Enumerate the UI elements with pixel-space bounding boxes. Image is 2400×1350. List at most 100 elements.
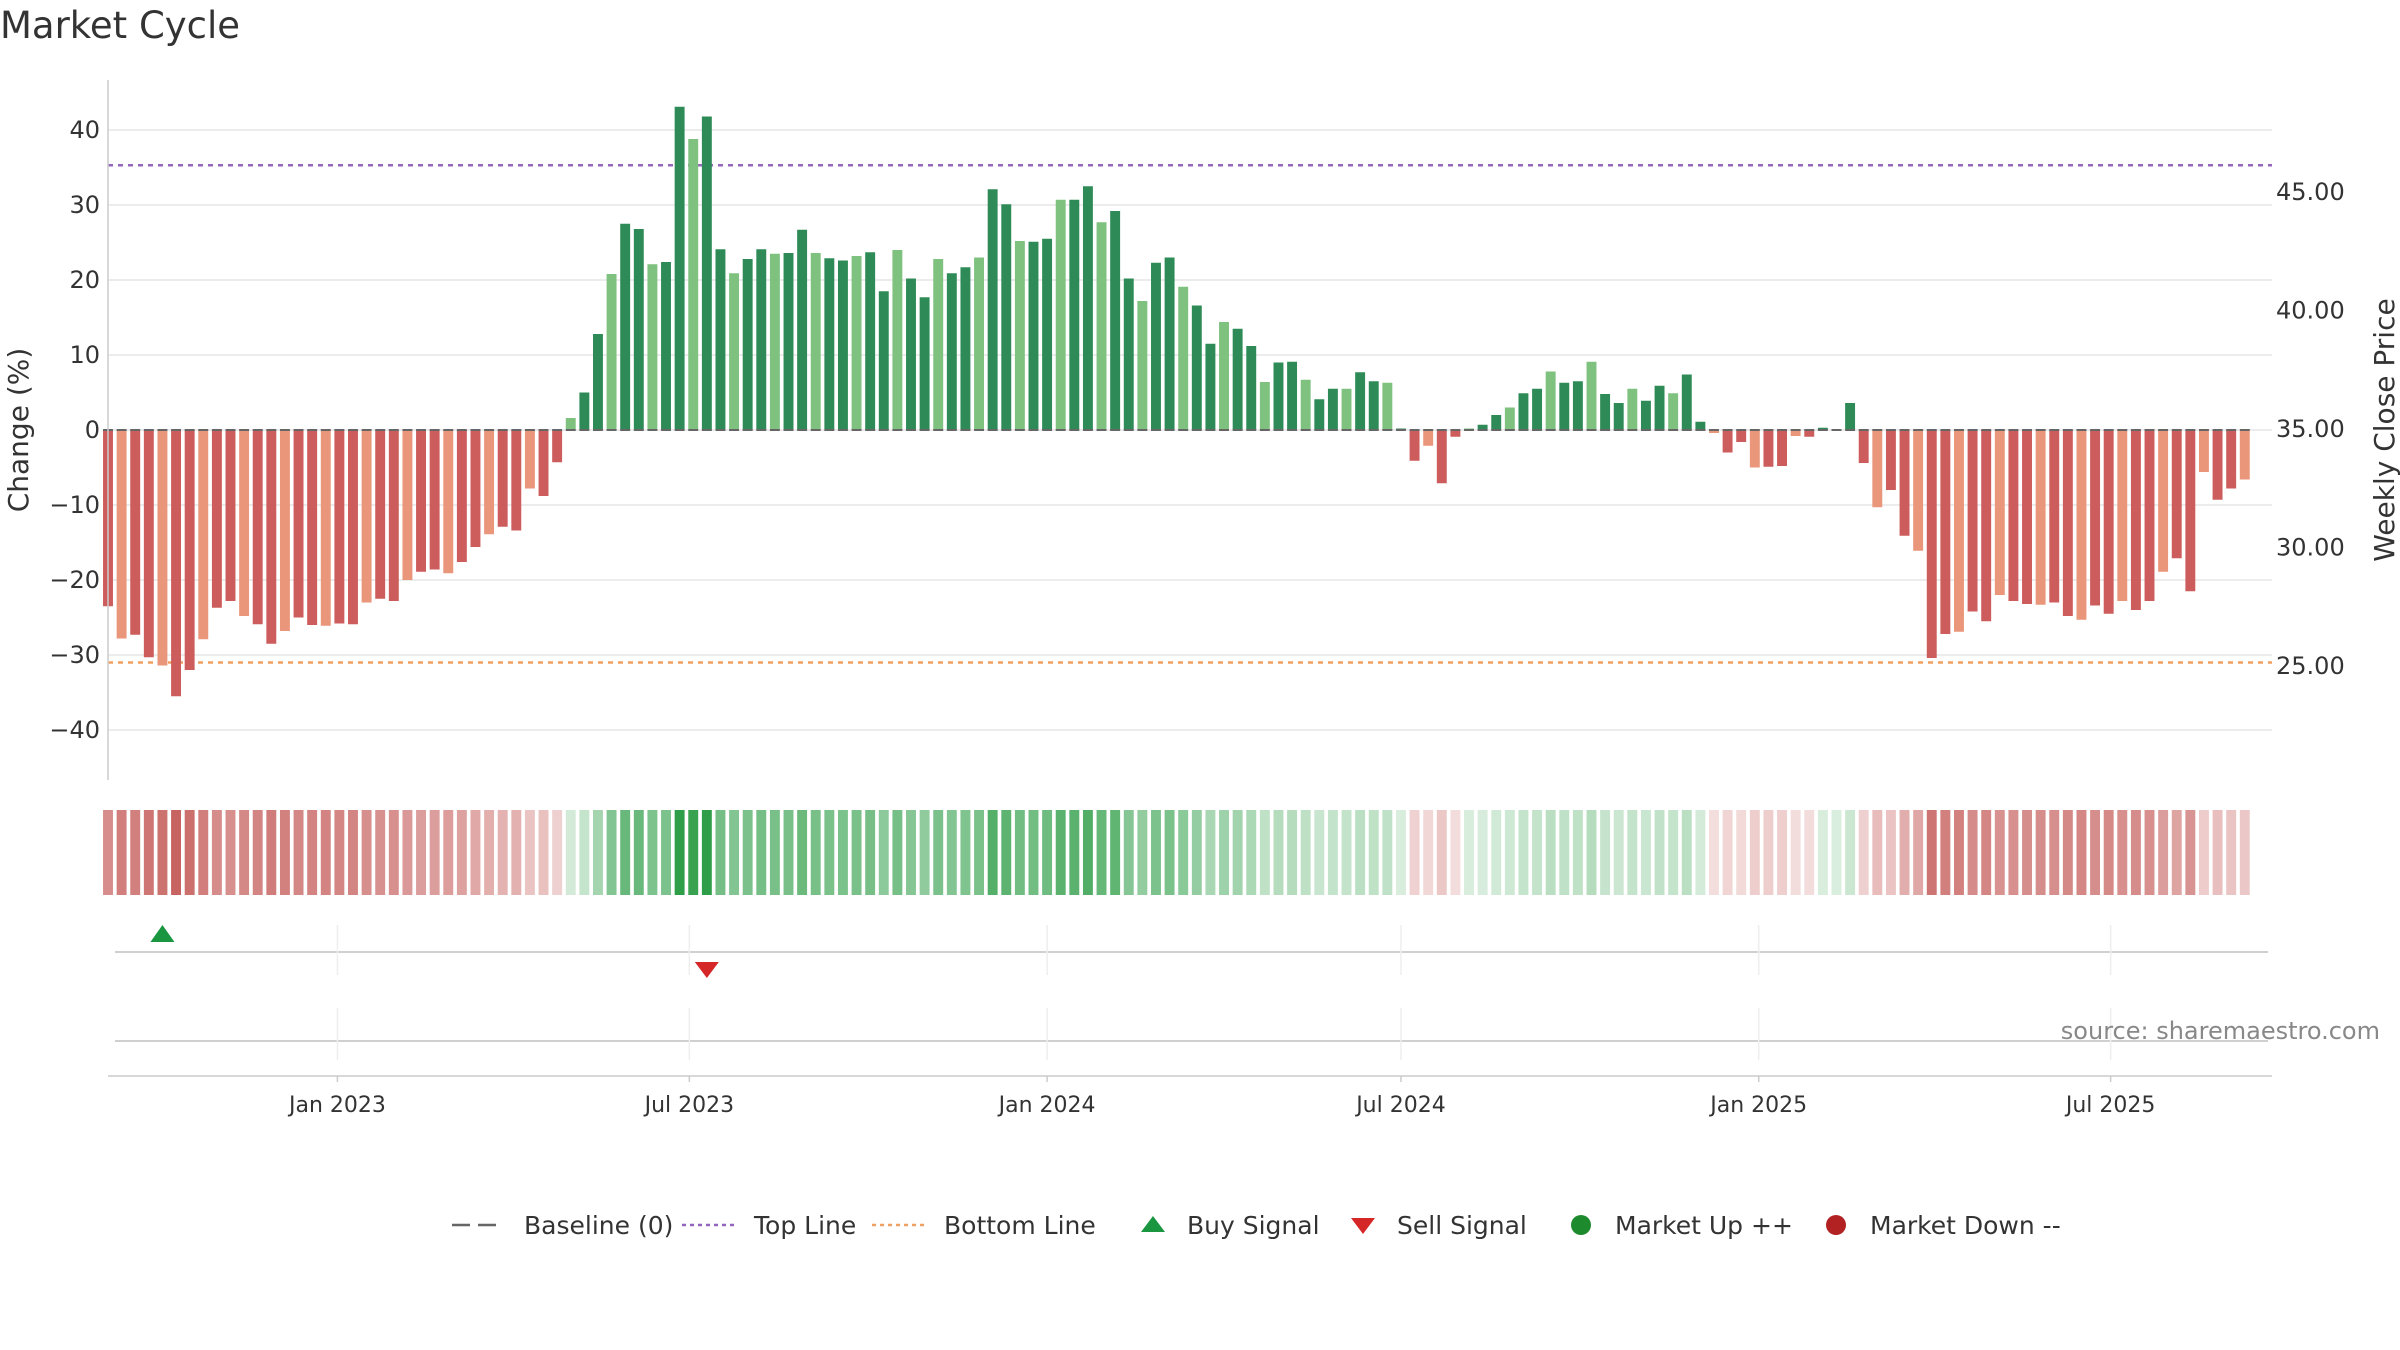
heat-cell	[837, 810, 848, 895]
heat-cell	[1695, 810, 1706, 895]
heat-cell	[1137, 810, 1148, 895]
bar	[1913, 430, 1924, 551]
bar	[2008, 430, 2019, 601]
bar	[239, 430, 250, 616]
heat-cell	[1872, 810, 1883, 895]
legend-circle-icon	[1826, 1215, 1846, 1235]
heat-cell	[198, 810, 209, 895]
heat-cell	[1219, 810, 1229, 895]
heat-cell	[1954, 810, 1964, 895]
heat-cell	[1627, 810, 1638, 895]
bar	[756, 249, 767, 430]
reference-lines	[108, 164, 2272, 664]
bar	[1722, 430, 1733, 453]
bar	[2103, 430, 2114, 614]
heat-cell	[769, 810, 780, 895]
heat-cell	[116, 810, 127, 895]
bar	[538, 430, 549, 496]
heat-cell	[103, 810, 113, 895]
bar	[143, 430, 154, 658]
heat-cell	[2212, 810, 2223, 895]
heat-cell	[1395, 810, 1406, 895]
heat-cell	[1709, 810, 1719, 895]
bar	[388, 430, 399, 601]
heat-cell	[1069, 810, 1080, 895]
heat-cell	[1749, 810, 1760, 895]
bar	[1545, 371, 1556, 430]
bar	[1532, 388, 1543, 430]
heat-cell	[2090, 810, 2101, 895]
heat-cell	[1681, 810, 1692, 895]
heat-cell	[2062, 810, 2073, 895]
sell-signal-marker	[694, 962, 719, 978]
heat-cell	[946, 810, 957, 895]
bar	[824, 258, 835, 430]
x-axis-ticks: Jan 2023 Jul 2023 Jan 2024 Jul 2024 Jan 2025…	[287, 1076, 2155, 1118]
heat-cell	[1600, 810, 1611, 895]
bar	[1287, 361, 1298, 430]
heat-cell	[824, 810, 835, 895]
bar	[1300, 379, 1311, 430]
heat-cell	[1055, 810, 1066, 895]
bar	[1355, 372, 1366, 430]
bar	[1314, 399, 1325, 430]
bar	[1164, 257, 1175, 430]
bar	[429, 430, 440, 570]
bar	[416, 430, 426, 572]
heat-cell	[729, 810, 740, 895]
heat-cell	[1572, 810, 1583, 895]
legend-label: Baseline (0)	[524, 1211, 673, 1240]
heat-cell	[742, 810, 753, 895]
x-tick-label: Jul 2025	[2064, 1093, 2156, 1118]
bar	[1899, 430, 1910, 536]
bar	[878, 291, 889, 430]
heat-cell	[1654, 810, 1665, 895]
heat-cell	[416, 810, 426, 895]
bar	[1151, 262, 1161, 430]
bar	[1709, 430, 1719, 433]
x-tick-label: Jan 2025	[1708, 1093, 1807, 1118]
bar	[1219, 322, 1229, 430]
bar	[769, 253, 780, 430]
bar	[2076, 430, 2087, 620]
y2-tick-label: 35.00	[2276, 415, 2345, 443]
bar	[620, 223, 631, 430]
heat-cell	[2035, 810, 2046, 895]
bar	[252, 430, 263, 625]
heat-cell	[2117, 810, 2128, 895]
y2-tick-label: 25.00	[2276, 652, 2345, 680]
heat-cell	[1804, 810, 1815, 895]
heat-cell	[334, 810, 345, 895]
heat-cell	[443, 810, 454, 895]
bar	[633, 229, 644, 430]
bar	[783, 253, 794, 430]
heat-cell	[1436, 810, 1447, 895]
bar	[1613, 403, 1624, 430]
bar	[933, 259, 944, 430]
heat-cell	[470, 810, 481, 895]
heat-cell	[2226, 810, 2237, 895]
bar	[1654, 385, 1665, 430]
x-tick-label: Jan 2024	[997, 1093, 1096, 1118]
heat-cell	[1545, 810, 1556, 895]
heat-cell	[456, 810, 467, 895]
bar	[1382, 382, 1393, 430]
bar	[919, 297, 930, 430]
heat-cell	[647, 810, 658, 895]
bar	[1559, 382, 1570, 430]
bar	[348, 430, 358, 625]
heat-cell	[1885, 810, 1896, 895]
bar	[2049, 430, 2060, 603]
bar	[2239, 430, 2250, 480]
bar	[1368, 381, 1379, 430]
heat-cell	[1014, 810, 1025, 895]
x-tick-label: Jan 2023	[287, 1093, 386, 1118]
heat-cell	[2130, 810, 2141, 895]
heat-cell	[1763, 810, 1774, 895]
bar	[1804, 430, 1815, 437]
heat-cell	[1082, 810, 1093, 895]
heat-cell	[688, 810, 699, 895]
heat-cell	[1246, 810, 1257, 895]
heat-cell	[2076, 810, 2087, 895]
